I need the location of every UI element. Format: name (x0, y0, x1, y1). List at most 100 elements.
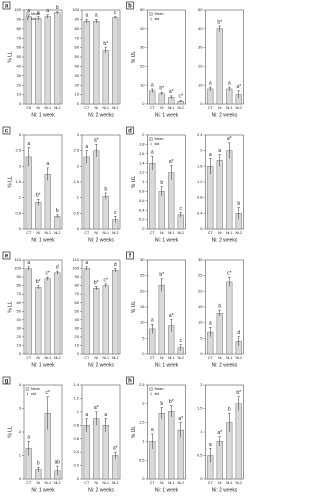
y-tick-label: 0.8 (73, 422, 79, 427)
x-tick-label: CT (84, 356, 90, 360)
y-tick-label: 40 (140, 26, 145, 31)
y-tick-label: 80 (75, 283, 80, 288)
significance-label: b (104, 186, 107, 192)
x-tick-label: Ni-2 (112, 481, 119, 485)
x-axis-label: Ni: 2 weeks (212, 112, 238, 118)
significance-label: b (37, 461, 40, 467)
x-tick-label: Ni-2 (54, 356, 61, 360)
y-tick-label: 2.5 (15, 148, 21, 153)
y-axis-label: % LL (7, 51, 13, 63)
significance-label: a (104, 412, 107, 418)
significance-label: ab (54, 459, 60, 465)
legend-label: std (155, 392, 160, 396)
x-tick-label: Ni (37, 481, 41, 485)
significance-label: c* (179, 94, 184, 100)
y-tick-label: 1 (200, 429, 203, 434)
x-tick-label: Ni-1 (102, 481, 109, 485)
y-tick-label: 10 (198, 320, 203, 325)
y-tick-label: 0.4 (197, 210, 203, 215)
legend-swatch (25, 387, 30, 391)
plot-frame (81, 9, 121, 105)
y-tick-label: 0 (142, 226, 145, 231)
y-tick-label: 0 (142, 101, 145, 106)
panel-badge (126, 251, 134, 260)
significance-label: a* (169, 159, 174, 165)
y-axis-label: % LL (7, 426, 13, 438)
significance-label: a (151, 82, 154, 88)
plot-frame (81, 134, 121, 230)
y-tick-label: 1.5 (139, 420, 145, 425)
legend-swatch (149, 387, 153, 391)
plot-frame (81, 259, 121, 355)
significance-label: a (218, 148, 221, 154)
y-tick-label: 10 (17, 92, 22, 97)
significance-label: b* (103, 41, 108, 47)
panel-badge (2, 126, 11, 135)
panel-label: b (128, 3, 132, 9)
y-tick-label: 70 (17, 35, 22, 40)
bar (158, 93, 165, 105)
x-tick-label: CT (208, 481, 214, 485)
bar (93, 21, 100, 105)
x-tick-label: Ni-1 (44, 481, 51, 485)
y-tick-label: 2.5 (73, 148, 79, 153)
y-tick-label: 50 (140, 7, 145, 12)
x-tick-label: Ni-2 (112, 356, 119, 360)
y-tick-label: 1.4 (139, 160, 145, 165)
panel-label: a (5, 3, 9, 9)
y-tick-label: 50 (198, 7, 203, 12)
bar (83, 268, 90, 355)
legend-label: Mean (155, 387, 164, 391)
x-tick-label: Ni-1 (44, 106, 51, 110)
y-tick-label: 20 (140, 63, 145, 68)
significance-label: b* (36, 193, 41, 199)
plot-frame (147, 9, 186, 105)
plot-frame (23, 384, 63, 480)
plot-frame (147, 134, 186, 230)
significance-label: a* (217, 430, 222, 436)
significance-label: c (114, 210, 117, 216)
y-tick-label: 10 (75, 343, 80, 348)
y-tick-label: 0.5 (139, 457, 145, 462)
y-tick-label: 1.6 (197, 163, 203, 168)
significance-label: a (46, 8, 49, 14)
significance-label: a (85, 260, 88, 266)
x-tick-label: Ni-1 (102, 231, 109, 235)
x-axis-label: Ni: 2 weeks (88, 487, 114, 493)
y-tick-label: 30 (75, 325, 80, 330)
x-tick-label: Ni-2 (235, 356, 242, 360)
bar (83, 156, 90, 230)
y-tick-label: 2 (77, 163, 80, 168)
x-tick-label: Ni-2 (177, 481, 184, 485)
x-tick-label: CT (208, 231, 214, 235)
y-tick-label: 100 (14, 266, 21, 271)
y-tick-label: 1 (77, 195, 80, 200)
y-tick-label: 40 (17, 317, 22, 322)
bar (149, 90, 156, 105)
y-tick-label: 0.4 (73, 449, 79, 454)
plot-frame (23, 259, 63, 355)
significance-label: c (180, 206, 183, 212)
panel-badge (126, 1, 134, 10)
x-tick-label: CT (150, 481, 156, 485)
y-tick-label: 1.6 (139, 151, 145, 156)
y-tick-label: 3 (77, 132, 80, 137)
bar (54, 12, 61, 105)
y-tick-label: 60 (75, 300, 80, 305)
x-axis-label: Ni: 1 week (155, 112, 179, 118)
y-tick-label: 1.2 (73, 395, 79, 400)
bar (35, 287, 42, 355)
bar (226, 281, 233, 355)
y-tick-label: 1 (19, 453, 22, 458)
x-tick-label: Ni (37, 231, 41, 235)
significance-label: d (56, 264, 59, 270)
significance-label: c* (46, 270, 51, 276)
y-tick-label: 15 (198, 304, 203, 309)
y-tick-label: 90 (17, 274, 22, 279)
bar (35, 18, 42, 105)
y-tick-label: 20 (17, 82, 22, 87)
x-tick-label: CT (26, 231, 32, 235)
y-tick-label: 80 (17, 283, 22, 288)
y-tick-label: 0 (200, 101, 203, 106)
